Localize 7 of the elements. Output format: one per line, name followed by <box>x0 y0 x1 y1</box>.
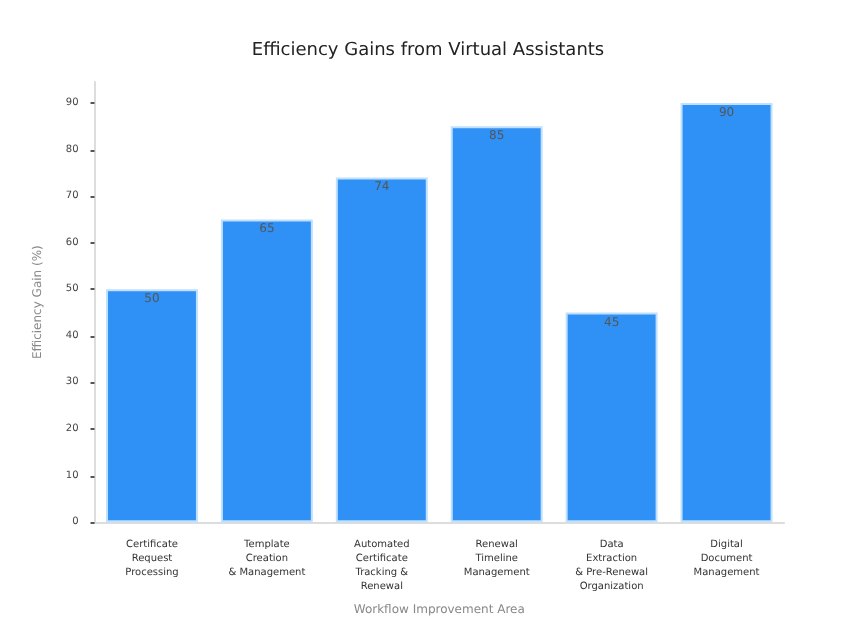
bar <box>450 126 543 523</box>
chart-title: Efficiency Gains from Virtual Assistants <box>251 41 605 61</box>
bar <box>680 102 773 523</box>
bar <box>106 289 198 523</box>
bar <box>335 177 428 523</box>
bar <box>565 312 658 523</box>
bar <box>220 219 313 523</box>
